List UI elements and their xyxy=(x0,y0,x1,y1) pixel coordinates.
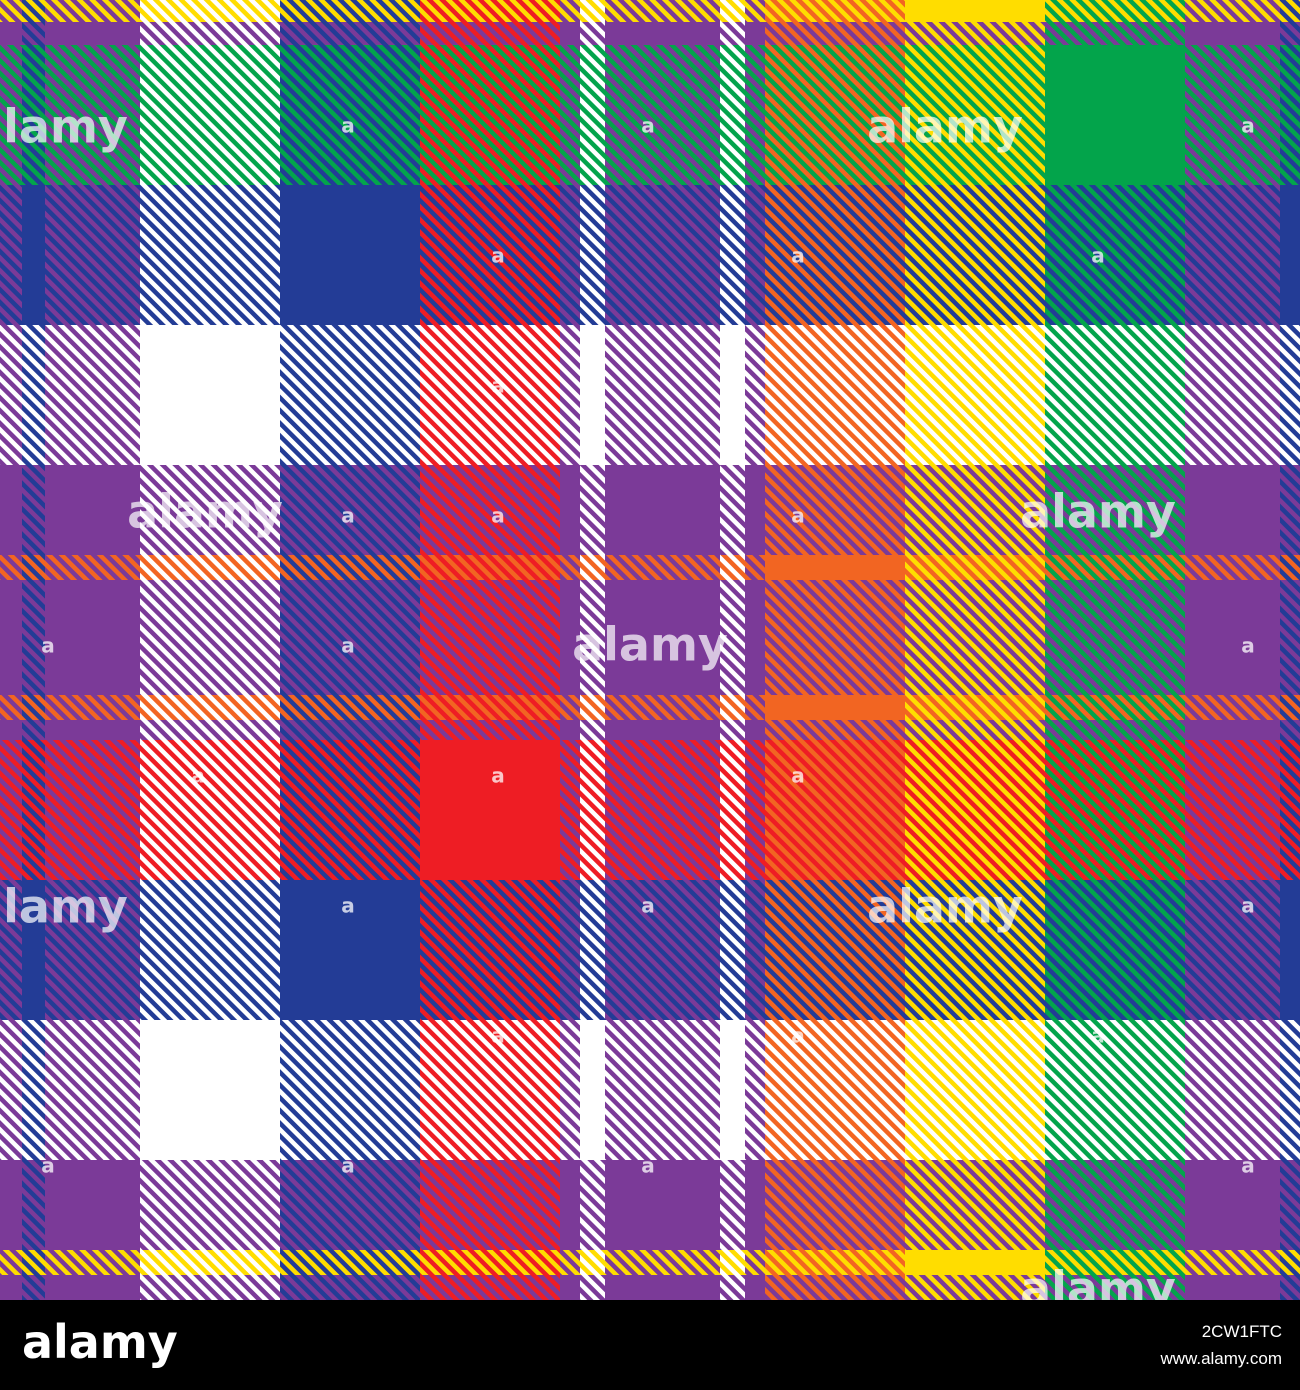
watermark: alamy xyxy=(867,880,1023,934)
watermark-mark: a xyxy=(341,634,355,658)
watermark-mark: a xyxy=(641,114,655,138)
watermark: alamy xyxy=(0,880,128,934)
weft-band xyxy=(0,1020,1300,1160)
watermark-mark: a xyxy=(641,894,655,918)
weft-band xyxy=(0,45,1300,185)
weft-band xyxy=(0,720,1300,740)
weft-band xyxy=(0,465,1300,555)
weft-band xyxy=(0,185,1300,325)
watermark-mark: a xyxy=(791,504,805,528)
watermark-mark: a xyxy=(641,1154,655,1178)
watermark-mark: a xyxy=(341,1154,355,1178)
weft-band xyxy=(0,325,1300,465)
watermark-mark: a xyxy=(341,894,355,918)
footer-logo: alamy xyxy=(22,1315,178,1369)
weft-band xyxy=(0,695,1300,720)
weft-band xyxy=(0,1275,1300,1300)
watermark-mark: a xyxy=(41,634,55,658)
watermark-mark: a xyxy=(41,1154,55,1178)
watermark-mark: a xyxy=(491,764,505,788)
weft-band xyxy=(0,555,1300,580)
watermark-mark: a xyxy=(1241,114,1255,138)
watermark-mark: a xyxy=(1241,634,1255,658)
watermark-mark: a xyxy=(491,504,505,528)
watermark-mark: a xyxy=(791,244,805,268)
weft-band xyxy=(0,580,1300,695)
footer-bar xyxy=(0,1300,1300,1390)
footer-url: www.alamy.com xyxy=(1159,1349,1282,1368)
watermark-mark: a xyxy=(1241,1154,1255,1178)
watermark: alamy xyxy=(127,485,283,539)
watermark: alamy xyxy=(1020,485,1176,539)
weft-band xyxy=(0,880,1300,1020)
image-id: 2CW1FTC xyxy=(1202,1322,1282,1341)
weft-band xyxy=(0,740,1300,880)
watermark-mark: a xyxy=(791,764,805,788)
watermark-mark: a xyxy=(1091,1024,1105,1048)
watermark: alamy xyxy=(572,618,728,672)
weft-band xyxy=(0,1160,1300,1250)
watermark-mark: a xyxy=(1241,894,1255,918)
watermark: alamy xyxy=(0,100,128,154)
watermark-mark: a xyxy=(341,504,355,528)
watermark: alamy xyxy=(867,100,1023,154)
weft-band xyxy=(0,1250,1300,1275)
watermarks: alamyalamyalamyalamyalamyalamyalamyalamy… xyxy=(0,100,1255,1316)
watermark-mark: a xyxy=(341,114,355,138)
watermark-mark: a xyxy=(491,244,505,268)
weft-band xyxy=(0,22,1300,45)
watermark-mark: a xyxy=(1091,244,1105,268)
plaid-pattern xyxy=(0,0,1300,1300)
weft-band xyxy=(0,0,1300,22)
watermark-mark: a xyxy=(191,764,205,788)
watermark-mark: a xyxy=(791,1024,805,1048)
watermark-mark: a xyxy=(191,374,205,398)
watermark-mark: a xyxy=(491,1024,505,1048)
watermark-mark: a xyxy=(491,374,505,398)
